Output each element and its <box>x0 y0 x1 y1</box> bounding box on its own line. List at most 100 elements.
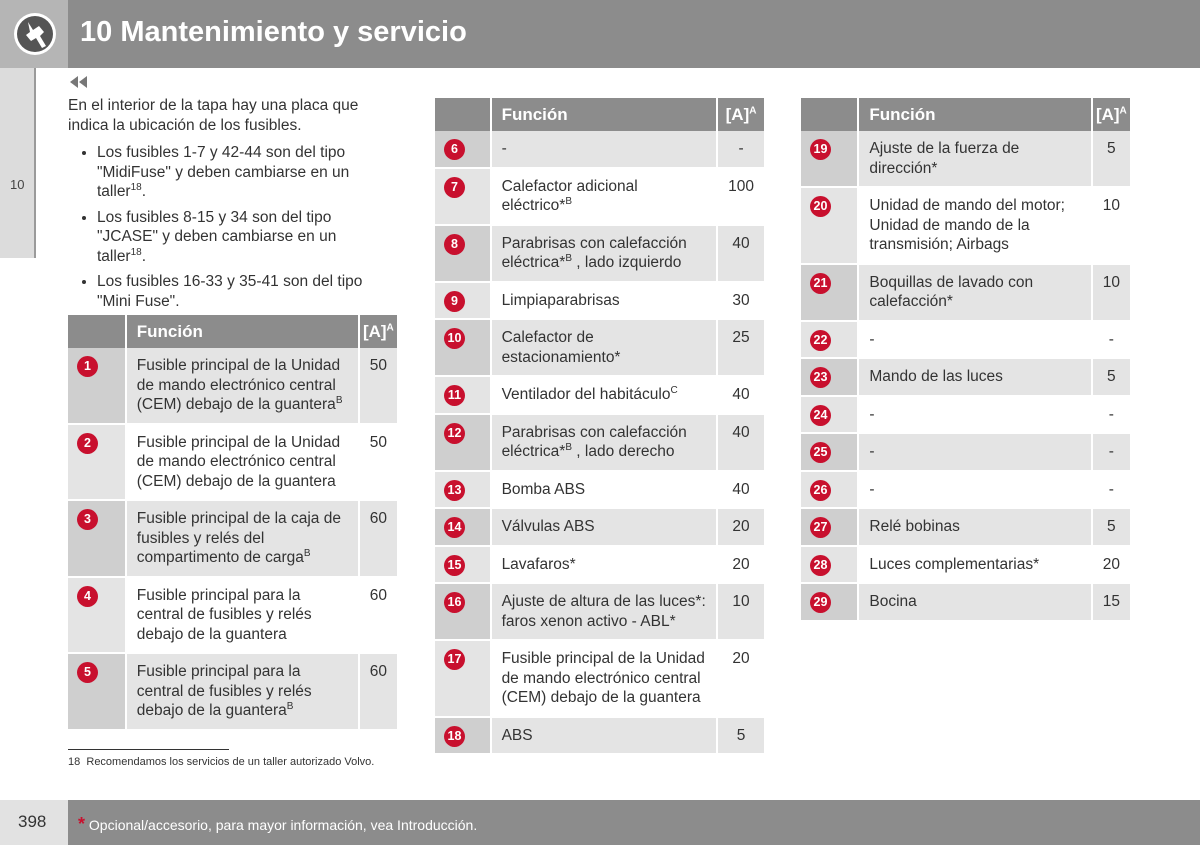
text: Los fusibles 16-33 y 35-41 son del tipo … <box>97 273 363 310</box>
text: Los fusibles 8-15 y 34 son del tipo "JCA… <box>97 208 337 265</box>
amp-cell: 25 <box>717 319 766 377</box>
text: Bocina <box>869 593 917 610</box>
function-cell: Ajuste de altura de las luces*: faros xe… <box>490 583 719 641</box>
footer-left <box>0 800 68 845</box>
fuse-table: Función [A]A 19 Ajuste de la fuerza de dire… <box>801 98 1133 622</box>
text-after: . <box>141 247 147 265</box>
number-cell: 22 <box>801 320 860 359</box>
amp-cell: 60 <box>358 653 400 731</box>
superscript: B <box>286 700 294 712</box>
text: Parabrisas con calefacción eléctrica* <box>501 423 687 461</box>
function-cell: Fusible principal de la caja de fusibles… <box>125 500 360 578</box>
fuse-row: 1 Fusible principal de la Unidad de mando… <box>68 348 400 425</box>
fuse-table: Función [A]A 1 Fusible principal de la Unid… <box>68 315 400 731</box>
function-cell: - <box>858 320 1093 359</box>
function-cell: Ajuste de la fuerza de dirección* <box>858 131 1093 188</box>
superscript: B <box>565 195 572 207</box>
fuse-row: 24 - - <box>801 395 1133 434</box>
header-icon-area <box>0 0 68 68</box>
header-amp: [A]A <box>1091 98 1133 131</box>
superscript: B <box>565 252 572 264</box>
text: Relé bobinas <box>869 518 960 535</box>
header-cell <box>68 315 127 348</box>
number-cell: 3 <box>68 500 127 578</box>
superscript: 18 <box>130 246 142 258</box>
side-tab-label: 10 <box>10 177 25 192</box>
header-bar <box>0 0 1200 68</box>
fuse-row: 14 Válvulas ABS 20 <box>435 508 766 547</box>
number-cell: 5 <box>68 653 127 731</box>
text: Calefactor de estacionamiento* <box>501 329 621 366</box>
footer-text: Opcional/accesorio, para mayor informaci… <box>88 817 478 833</box>
function-cell: Bocina <box>858 583 1093 622</box>
footnote-number: 18 <box>68 756 81 768</box>
function-cell: Fusible principal de la Unidad de mando … <box>125 423 360 501</box>
function-cell: Fusible principal para la central de fus… <box>125 653 360 731</box>
amp-cell: 10 <box>1091 187 1133 265</box>
number-cell: 9 <box>435 281 492 320</box>
fuse-number: 24 <box>810 404 831 426</box>
amp-cell: 20 <box>717 545 766 584</box>
text-after: , lado izquierdo <box>571 254 682 271</box>
fuse-number: 20 <box>810 196 831 217</box>
function-cell: Bomba ABS <box>490 470 719 509</box>
fuse-row: 29 Bocina 15 <box>801 583 1133 622</box>
header-function: Función <box>125 315 360 348</box>
header-amp-sup: A <box>386 322 394 334</box>
amp-cell: 50 <box>358 348 400 425</box>
amp-cell: - <box>1091 395 1133 434</box>
text: Fusible principal de la caja de fusibles… <box>136 510 341 566</box>
text: Ventilador del habitáculo <box>501 386 671 403</box>
number-cell: 23 <box>801 358 860 397</box>
amp-cell: - <box>717 131 766 169</box>
function-cell: Boquillas de lavado con calefacción* <box>858 263 1093 322</box>
fuse-row: 11 Ventilador del habitáculoC 40 <box>435 376 766 415</box>
text: Limpiaparabrisas <box>501 291 620 309</box>
fuse-number: 18 <box>444 725 465 747</box>
text: Parabrisas con calefacción eléctrica* <box>501 234 687 272</box>
fuse-row: 23 Mando de las luces 5 <box>801 358 1133 397</box>
fuse-number: 6 <box>444 139 465 160</box>
fuse-row: 5 Fusible principal para la central de fu… <box>68 653 400 731</box>
footer-note: * Opcional/accesorio, para mayor informa… <box>78 814 477 835</box>
function-cell: - <box>858 433 1093 472</box>
fuse-number: 27 <box>810 517 831 538</box>
chapter-title: 10 Mantenimiento y servicio <box>80 16 467 48</box>
text-after: , lado derecho <box>571 443 675 460</box>
amp-cell: 50 <box>358 423 400 501</box>
header-amp-text: [A] <box>1095 104 1120 124</box>
header-amp-sup: A <box>1119 105 1127 117</box>
amp-cell: - <box>1091 320 1133 359</box>
text: Bomba ABS <box>501 480 586 498</box>
fuse-row: 22 - - <box>801 320 1133 359</box>
fuse-row: 16 Ajuste de altura de las luces*: faros … <box>435 583 766 641</box>
function-cell: Unidad de mando del motor; Unidad de man… <box>858 187 1093 265</box>
text: - <box>869 405 875 423</box>
fuse-row: 25 - - <box>801 433 1133 472</box>
function-cell: Calefactor adicional eléctrico*B <box>490 167 719 226</box>
amp-cell: 5 <box>1091 508 1133 547</box>
superscript: 18 <box>130 181 142 193</box>
text: - <box>869 480 875 498</box>
function-cell: - <box>858 395 1093 434</box>
fuse-row: 27 Relé bobinas 5 <box>801 508 1133 547</box>
number-cell: 26 <box>801 470 860 509</box>
fuse-number: 8 <box>444 233 465 255</box>
footer-star: * <box>78 814 86 834</box>
fuse-row: 19 Ajuste de la fuerza de dirección* 5 <box>801 131 1133 188</box>
header-cell <box>801 98 860 131</box>
header-row: Función [A]A <box>801 98 1133 131</box>
bullet: Los fusibles 8-15 y 34 son del tipo "JCA… <box>97 208 388 267</box>
function-cell: - <box>490 131 719 169</box>
superscript: B <box>303 547 311 559</box>
number-cell: 16 <box>435 583 492 641</box>
function-cell: Limpiaparabrisas <box>490 281 719 320</box>
number-cell: 4 <box>68 576 127 654</box>
amp-cell: 20 <box>717 640 766 718</box>
text: Boquillas de lavado con calefacción* <box>869 273 1034 311</box>
number-cell: 25 <box>801 433 860 472</box>
fuse-number: 2 <box>77 432 98 454</box>
fuse-number: 23 <box>810 367 831 388</box>
fuse-number: 15 <box>444 554 465 576</box>
